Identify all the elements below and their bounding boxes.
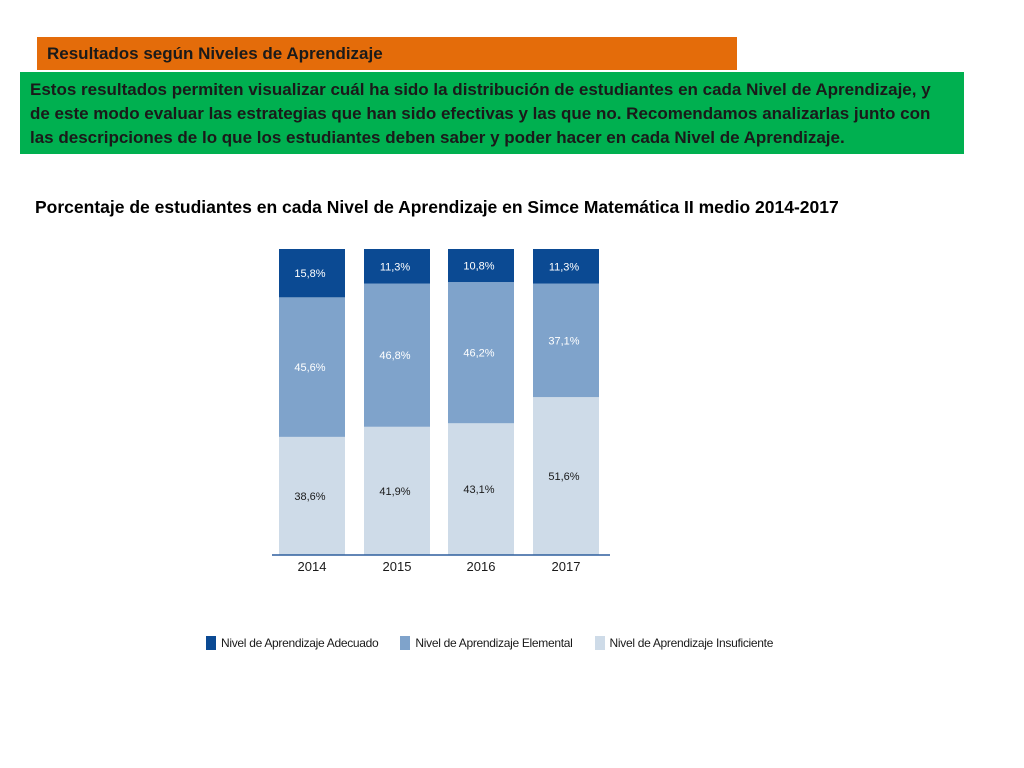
legend-swatch-adecuado	[206, 636, 216, 650]
legend-label-elemental: Nivel de Aprendizaje Elemental	[415, 636, 572, 650]
data-label-2016-elemental: 46,2%	[463, 348, 494, 360]
data-label-2017-elemental: 37,1%	[548, 335, 579, 347]
x-tick-label-2014: 2014	[298, 559, 327, 574]
data-label-2015-elemental: 46,8%	[379, 350, 410, 362]
x-tick-label-2015: 2015	[383, 559, 412, 574]
stacked-bar-chart: 38,6% 45,6% 15,8% 2014 41,9% 46,8% 11,3% 2015 43…	[0, 0, 1024, 768]
data-label-2016-insuficiente: 43,1%	[463, 484, 494, 496]
legend-label-insuficiente: Nivel de Aprendizaje Insuficiente	[610, 636, 774, 650]
legend-swatch-insuficiente	[595, 636, 605, 650]
x-tick-label-2016: 2016	[467, 559, 496, 574]
data-label-2015-insuficiente: 41,9%	[379, 486, 410, 498]
data-label-2015-adecuado: 11,3%	[380, 261, 411, 273]
data-label-2014-elemental: 45,6%	[294, 362, 325, 374]
legend-label-adecuado: Nivel de Aprendizaje Adecuado	[221, 636, 378, 650]
legend-item-insuficiente: Nivel de Aprendizaje Insuficiente	[595, 636, 774, 650]
data-label-2017-adecuado: 11,3%	[549, 261, 580, 273]
x-tick-label-2017: 2017	[552, 559, 581, 574]
legend-item-adecuado: Nivel de Aprendizaje Adecuado	[206, 636, 378, 650]
legend-item-elemental: Nivel de Aprendizaje Elemental	[400, 636, 572, 650]
data-label-2016-adecuado: 10,8%	[463, 261, 494, 273]
data-label-2014-adecuado: 15,8%	[294, 268, 325, 280]
data-label-2014-insuficiente: 38,6%	[294, 491, 325, 503]
chart-legend: Nivel de Aprendizaje Adecuado Nivel de A…	[206, 634, 795, 652]
legend-swatch-elemental	[400, 636, 410, 650]
data-label-2017-insuficiente: 51,6%	[548, 471, 579, 483]
